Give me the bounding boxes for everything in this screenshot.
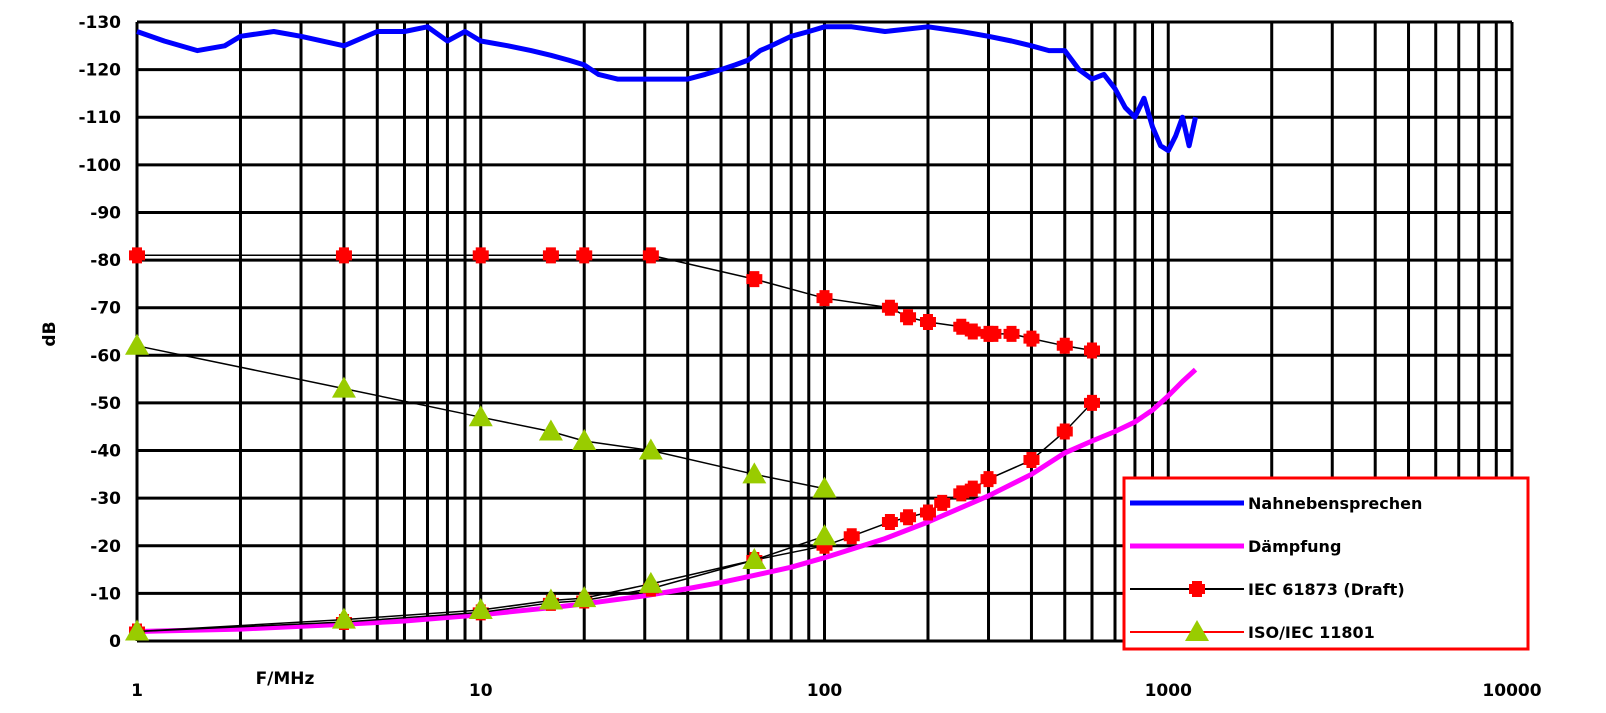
y-tick-label: -70 bbox=[90, 299, 121, 319]
data-point-marker bbox=[1023, 452, 1040, 469]
legend-marker bbox=[1185, 620, 1209, 641]
series-line bbox=[137, 254, 1093, 352]
data-point-marker bbox=[1023, 330, 1040, 347]
grid bbox=[135, 20, 1514, 643]
data-point-marker bbox=[881, 299, 898, 316]
y-tick-label: -130 bbox=[78, 13, 121, 33]
data-point-marker bbox=[576, 247, 593, 264]
y-tick-label: -100 bbox=[78, 156, 121, 176]
data-point-marker bbox=[919, 504, 936, 521]
data-point-marker bbox=[843, 528, 860, 545]
y-tick-label: -40 bbox=[90, 442, 121, 462]
data-point-marker bbox=[1003, 325, 1020, 342]
legend-label: Nahnebensprechen bbox=[1248, 494, 1422, 513]
x-tick-labels: 1 10 100 1000 10000 bbox=[131, 681, 1542, 701]
data-point-marker bbox=[900, 509, 917, 526]
data-point-marker bbox=[538, 419, 563, 441]
data-point-marker bbox=[468, 405, 493, 427]
data-point-marker bbox=[812, 476, 837, 498]
data-point-marker bbox=[125, 619, 149, 641]
data-point-marker bbox=[572, 586, 597, 608]
x-tick-label: 1 bbox=[131, 681, 143, 701]
data-point-marker bbox=[472, 247, 489, 264]
data-point-marker bbox=[125, 333, 149, 355]
data-point-marker bbox=[1056, 337, 1073, 354]
y-tick-labels: 0 -10 -20 -30 -40 -50 -60 -70 -80 -90 -100 -110 -120… bbox=[78, 13, 121, 652]
y-axis-title: dB bbox=[40, 321, 60, 346]
data-point-marker bbox=[1083, 394, 1100, 411]
data-point-marker bbox=[538, 588, 563, 610]
data-point-marker bbox=[331, 607, 356, 629]
data-point-marker bbox=[129, 247, 145, 264]
data-point-marker bbox=[331, 376, 356, 398]
data-point-marker bbox=[919, 313, 936, 330]
series-layer bbox=[125, 24, 1198, 641]
legend-label: ISO/IEC 11801 bbox=[1248, 623, 1375, 642]
data-point-marker bbox=[1056, 423, 1073, 440]
series-line bbox=[136, 535, 825, 633]
data-point-marker bbox=[742, 462, 767, 484]
data-point-marker bbox=[816, 290, 833, 307]
data-point-marker bbox=[881, 513, 898, 530]
y-tick-label: -90 bbox=[90, 203, 121, 223]
y-tick-label: -20 bbox=[90, 537, 121, 557]
data-point-marker bbox=[1083, 342, 1100, 359]
data-point-marker bbox=[468, 598, 493, 620]
data-point-marker bbox=[742, 548, 767, 570]
data-point-marker bbox=[642, 247, 659, 264]
legend-box bbox=[1122, 476, 1530, 651]
x-tick-label: 1000 bbox=[1145, 681, 1192, 701]
legend-label: Dämpfung bbox=[1248, 537, 1341, 556]
y-tick-label: -60 bbox=[90, 346, 121, 366]
y-tick-label: 0 bbox=[109, 632, 121, 652]
legend-label: IEC 61873 (Draft) bbox=[1248, 580, 1405, 599]
series-line bbox=[136, 345, 825, 490]
data-point-marker bbox=[900, 309, 917, 326]
data-point-marker bbox=[335, 247, 352, 264]
data-point-marker bbox=[542, 247, 559, 264]
y-tick-label: -30 bbox=[90, 489, 121, 509]
legend: Nahnebensprechen Dämpfung IEC 61873 (Draft… bbox=[1122, 476, 1530, 651]
x-tick-label: 10 bbox=[469, 681, 493, 701]
x-tick-label: 100 bbox=[807, 681, 843, 701]
x-tick-label: 10000 bbox=[1482, 681, 1541, 701]
series-line bbox=[136, 24, 1198, 154]
data-point-marker bbox=[964, 480, 981, 497]
x-axis-title: F/MHz bbox=[256, 669, 315, 689]
series-line bbox=[136, 402, 1093, 633]
data-point-marker bbox=[638, 438, 663, 460]
data-point-marker bbox=[980, 471, 997, 488]
y-tick-label: -110 bbox=[78, 108, 121, 128]
data-point-marker bbox=[572, 429, 597, 451]
data-point-marker bbox=[934, 494, 951, 511]
data-point-marker bbox=[985, 325, 1002, 342]
data-point-marker bbox=[746, 271, 763, 288]
y-tick-label: -10 bbox=[90, 584, 121, 604]
y-tick-label: -80 bbox=[90, 251, 121, 271]
data-point-marker bbox=[964, 323, 981, 340]
legend-marker bbox=[1189, 581, 1205, 597]
y-tick-label: -50 bbox=[90, 394, 121, 414]
data-point-marker bbox=[638, 571, 663, 593]
y-tick-label: -120 bbox=[78, 61, 121, 81]
data-point-marker bbox=[812, 524, 837, 546]
